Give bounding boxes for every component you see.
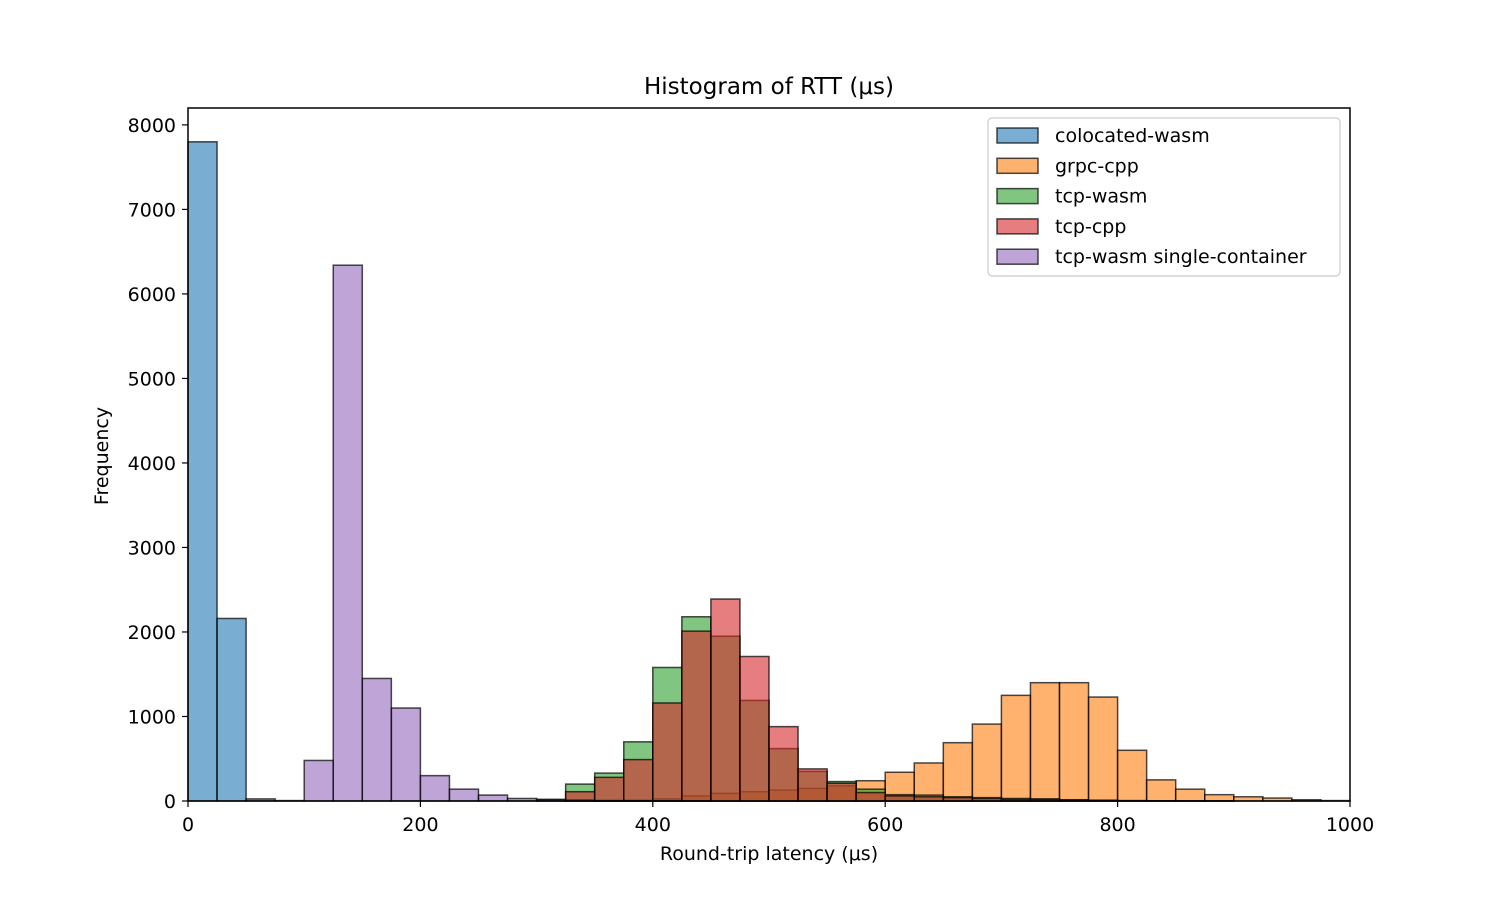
y-tick-label: 1000 <box>128 706 176 728</box>
series-colocated-wasm <box>187 141 305 802</box>
x-tick-label: 0 <box>182 814 194 836</box>
y-tick-label: 3000 <box>128 537 176 559</box>
histogram-bar <box>303 759 335 802</box>
histogram-bar <box>593 776 625 802</box>
histogram-bar <box>1174 788 1206 802</box>
legend: colocated-wasm grpc-cpp tcp-wasm tcp-cpp tcp… <box>987 117 1341 277</box>
x-tick-label: 400 <box>635 814 671 836</box>
legend-label: colocated-wasm <box>1055 125 1210 147</box>
histogram-bar <box>623 758 654 802</box>
legend-label: tcp-wasm single-container <box>1055 246 1307 268</box>
histogram-bar <box>710 598 741 802</box>
x-tick-label: 800 <box>1099 814 1135 836</box>
legend-swatch <box>996 157 1039 175</box>
x-tick-label: 200 <box>402 814 438 836</box>
histogram-bar <box>768 725 799 802</box>
histogram-bar <box>419 774 451 802</box>
y-tick-label: 6000 <box>128 284 176 306</box>
histogram-bar <box>187 141 218 802</box>
histogram-bar <box>942 741 974 802</box>
legend-item: colocated-wasm <box>996 125 1210 147</box>
legend-swatch <box>996 218 1039 235</box>
legend-label: grpc-cpp <box>1055 155 1139 177</box>
x-axis: 0 200 400 600 800 1000 <box>182 801 1374 836</box>
histogram-bar <box>1145 779 1177 802</box>
legend-item: tcp-wasm <box>996 186 1147 208</box>
legend-swatch <box>996 127 1039 144</box>
histogram-bar <box>971 723 1003 802</box>
series-tcp-wasm-single-container <box>303 264 712 802</box>
y-tick-label: 5000 <box>128 368 176 390</box>
legend-item: tcp-cpp <box>996 216 1126 238</box>
histogram-bar <box>652 702 683 802</box>
chart-title: Histogram of RTT (μs) <box>644 74 894 100</box>
x-axis-label: Round-trip latency (μs) <box>660 843 878 865</box>
histogram-bar <box>390 707 422 802</box>
histogram-bar <box>477 794 509 802</box>
x-tick-label: 600 <box>867 814 903 836</box>
histogram-bar <box>1029 681 1061 802</box>
y-tick-label: 4000 <box>128 453 176 475</box>
y-axis: 0 1000 2000 3000 4000 5000 6000 7000 8000 <box>128 115 188 813</box>
legend-item: grpc-cpp <box>996 155 1139 177</box>
histogram-bar <box>681 630 712 802</box>
plot-frame <box>187 107 1351 802</box>
histogram-bar <box>1116 749 1148 802</box>
y-tick-label: 8000 <box>128 115 176 137</box>
histogram-bar <box>826 782 857 802</box>
histogram-bar <box>1058 681 1090 802</box>
histogram-bar <box>332 264 364 802</box>
histogram-bar <box>1204 793 1235 802</box>
histogram-bar <box>739 655 770 802</box>
legend-swatch <box>996 187 1039 205</box>
legend-swatch <box>996 248 1039 265</box>
y-tick-label: 0 <box>164 791 176 813</box>
y-tick-label: 7000 <box>128 199 176 221</box>
x-tick-label: 1000 <box>1326 814 1374 836</box>
y-tick-label: 2000 <box>128 622 176 644</box>
histogram-bar <box>448 788 480 802</box>
legend-label: tcp-cpp <box>1055 216 1126 238</box>
series-tcp-cpp <box>535 598 1235 802</box>
histogram-bar <box>797 768 828 802</box>
histogram-bar <box>361 677 393 802</box>
histogram-bar <box>855 791 886 802</box>
y-axis-label: Frequency <box>91 407 113 505</box>
legend-box <box>987 117 1341 277</box>
legend-item: tcp-wasm single-container <box>996 246 1307 268</box>
histogram-bar <box>884 795 916 802</box>
legend-label: tcp-wasm <box>1055 186 1147 208</box>
histogram-bar <box>216 617 247 802</box>
histogram-bar <box>1000 694 1032 802</box>
histogram-bar <box>1087 696 1119 802</box>
